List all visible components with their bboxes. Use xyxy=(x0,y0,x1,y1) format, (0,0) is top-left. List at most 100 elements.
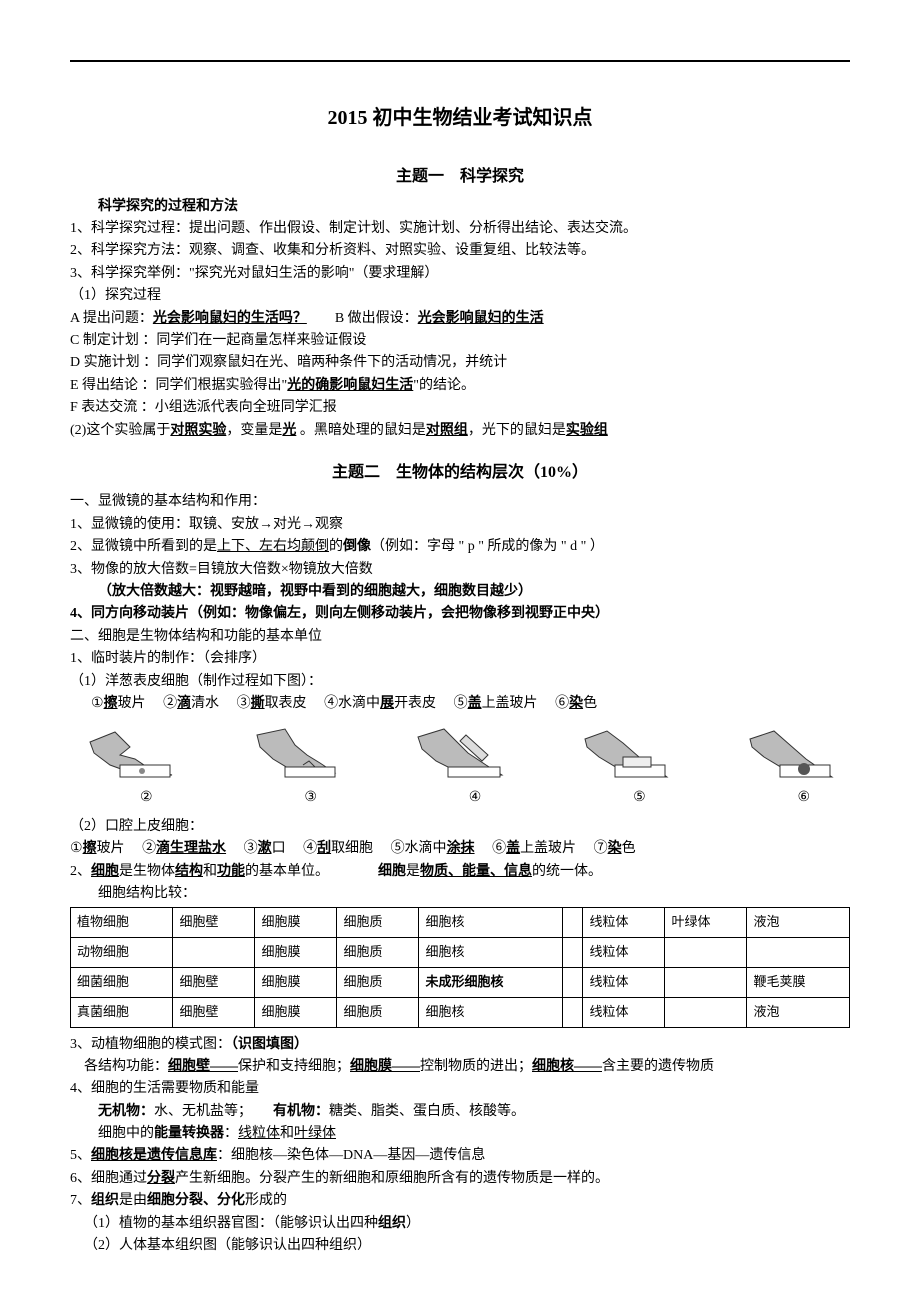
t2-s5: 5、细胞核是遗传信息库：细胞核—染色体—DNA—基因—遗传信息 xyxy=(70,1145,850,1167)
s22gap xyxy=(322,864,378,879)
t1-A-ul: 光会影响鼠妇的生活吗？ xyxy=(153,311,307,326)
table-cell: 细胞质 xyxy=(337,967,419,997)
t1-l3a: （1）探究过程 xyxy=(70,285,850,307)
t1-E-pre: E 得出结论 ：同学们根据实验得出" xyxy=(70,378,287,393)
s22p: 2、 xyxy=(70,864,91,879)
tbl-intro: 细胞结构比较： xyxy=(70,883,850,905)
s1fu: 染 xyxy=(569,696,583,711)
s4bu1: 线粒体 xyxy=(238,1126,280,1141)
illus-3 xyxy=(245,727,345,783)
il3: ⑤ xyxy=(633,787,646,809)
table-cell xyxy=(562,908,582,938)
topic1-sub: 科学探究的过程和方法 xyxy=(70,196,850,218)
s1cu: 撕 xyxy=(251,696,265,711)
table-cell: 鞭毛荚膜 xyxy=(747,967,850,997)
s22m1: 是生物体 xyxy=(119,864,175,879)
cell-compare-table: 植物细胞细胞壁细胞膜细胞质细胞核线粒体叶绿体液泡动物细胞细胞膜细胞质细胞核线粒体… xyxy=(70,907,850,1027)
table-row: 细菌细胞细胞壁细胞膜细胞质未成形细胞核线粒体鞭毛荚膜 xyxy=(71,967,850,997)
s2dp: 取细胞 xyxy=(331,841,373,856)
illus-5 xyxy=(575,727,675,783)
table-cell: 细胞膜 xyxy=(255,967,337,997)
s1au: 擦 xyxy=(104,696,118,711)
t1-E: E 得出结论 ：同学们根据实验得出"光的确影响鼠妇生活"的结论。 xyxy=(70,375,850,397)
s2f: ⑥ xyxy=(492,841,506,856)
t2-s4: 4、细胞的生活需要物质和能量 xyxy=(70,1078,850,1100)
s22u2: 结构 xyxy=(175,864,203,879)
s12-m: 的 xyxy=(329,539,343,554)
s3at1: 保护和支持细胞； xyxy=(238,1059,350,1074)
table-cell: 线粒体 xyxy=(583,997,665,1027)
steps2: ①擦玻片 ②滴生理盐水 ③漱口 ④刮取细胞 ⑤水滴中涂抹 ⑥盖上盖玻片 ⑦染色 xyxy=(70,838,850,860)
table-cell: 细胞膜 xyxy=(255,908,337,938)
s1ep: 上盖玻片 xyxy=(482,696,538,711)
table-cell: 动物细胞 xyxy=(71,938,173,968)
p2-m1: ，变量是 xyxy=(226,423,282,438)
s2fu: 盖 xyxy=(506,841,520,856)
s7p: 7、 xyxy=(70,1193,91,1208)
s3p: 3、动植物细胞的模式图： xyxy=(70,1037,231,1052)
t2-s1-4: 4、同方向移动装片（例如：物像偏左，则向左侧移动装片，会把物像移到视野正中央） xyxy=(70,603,850,625)
t2-s2-2: 2、细胞是生物体结构和功能的基本单位。 细胞是物质、能量、信息的统一体。 xyxy=(70,861,850,883)
s1c: ③ xyxy=(237,696,251,711)
table-cell xyxy=(562,967,582,997)
horizontal-rule xyxy=(70,60,850,62)
s2cu: 漱 xyxy=(258,841,272,856)
s4ab2: 有机物： xyxy=(273,1104,329,1119)
s4ap xyxy=(70,1104,98,1119)
t2-s1-1: 1、显微镜的使用：取镜、安放→对光→观察 xyxy=(70,514,850,536)
table-cell: 细胞质 xyxy=(337,908,419,938)
t2-s6: 6、细胞通过分裂产生新细胞。分裂产生的新细胞和原细胞所含有的遗传物质是一样的。 xyxy=(70,1168,850,1190)
s6p: 6、细胞通过 xyxy=(70,1171,147,1186)
t1-E-post: "的结论。 xyxy=(413,378,475,393)
t2-s2-1b: （2）口腔上皮细胞： xyxy=(70,816,850,838)
s2du: 刮 xyxy=(317,841,331,856)
table-cell xyxy=(747,938,850,968)
table-cell: 细胞膜 xyxy=(255,997,337,1027)
illus-2 xyxy=(80,727,180,783)
s22m3: 的基本单位。 xyxy=(245,864,322,879)
s22m5: 的统一体。 xyxy=(532,864,602,879)
p2-u4: 实验组 xyxy=(566,423,608,438)
s4at1: 水、无机盐等； xyxy=(154,1104,245,1119)
s2cp: 口 xyxy=(272,841,286,856)
table-cell: 细胞壁 xyxy=(173,908,255,938)
table-cell: 细胞核 xyxy=(419,997,562,1027)
s1ap: 玻片 xyxy=(118,696,146,711)
p2-m2: 。黑暗处理的鼠妇是 xyxy=(296,423,426,438)
s12-b: 倒像 xyxy=(343,539,371,554)
s1fp: 色 xyxy=(583,696,597,711)
t2-s1-2: 2、显微镜中所看到的是上下、左右均颠倒的倒像（例如：字母 " p " 所成的像为… xyxy=(70,536,850,558)
s2au: 擦 xyxy=(83,841,97,856)
s1a: ① xyxy=(91,696,104,711)
s22b2: 物质、能量、信息 xyxy=(420,864,532,879)
t2-s2: 二、细胞是生物体结构和功能的基本单位 xyxy=(70,626,850,648)
s2bu: 滴生理盐水 xyxy=(156,841,226,856)
table-row: 植物细胞细胞壁细胞膜细胞质细胞核线粒体叶绿体液泡 xyxy=(71,908,850,938)
s4ab1: 无机物： xyxy=(98,1104,154,1119)
s3at3: 含主要的遗传物质 xyxy=(602,1059,714,1074)
s2g: ⑦ xyxy=(594,841,608,856)
s2d: ④ xyxy=(303,841,317,856)
t2-s4b: 细胞中的能量转换器：线粒体和叶绿体 xyxy=(70,1123,850,1145)
s2a: ① xyxy=(70,841,83,856)
t1-D: D 实施计划 ：同学们观察鼠妇在光、暗两种条件下的活动情况，并统计 xyxy=(70,352,850,374)
p2-u1: 对照实验 xyxy=(170,423,226,438)
s1f: ⑥ xyxy=(555,696,569,711)
s3au2: 细胞膜—— xyxy=(350,1059,420,1074)
s4bp: 细胞中的 xyxy=(70,1126,154,1141)
t2-s7a: （1）植物的基本组织器官图：（能够识认出四种组织） xyxy=(70,1213,850,1235)
t2-s1-3: 3、物像的放大倍数=目镜放大倍数×物镜放大倍数 xyxy=(70,559,850,581)
topic1-heading: 主题一 科学探究 xyxy=(70,164,850,190)
table-cell: 线粒体 xyxy=(583,938,665,968)
t1-F: F 表达交流 ：小组选派代表向全班同学汇报 xyxy=(70,397,850,419)
p2-m3: ，光下的鼠妇是 xyxy=(468,423,566,438)
s3at2: 控制物质的进出； xyxy=(420,1059,532,1074)
t2-s2-1a: （1）洋葱表皮细胞（制作过程如下图）： xyxy=(70,671,850,693)
table-row: 真菌细胞细胞壁细胞膜细胞质细胞核线粒体液泡 xyxy=(71,997,850,1027)
s7b1: 组织 xyxy=(91,1193,119,1208)
table-cell xyxy=(562,997,582,1027)
s1d: ④水滴中 xyxy=(324,696,380,711)
t1-A-pre: A 提出问题： xyxy=(70,311,153,326)
t1-E-ul: 光的确影响鼠妇生活 xyxy=(287,378,413,393)
t1-l3: 3、科学探究举例："探究光对鼠妇生活的影响"（要求理解） xyxy=(70,263,850,285)
